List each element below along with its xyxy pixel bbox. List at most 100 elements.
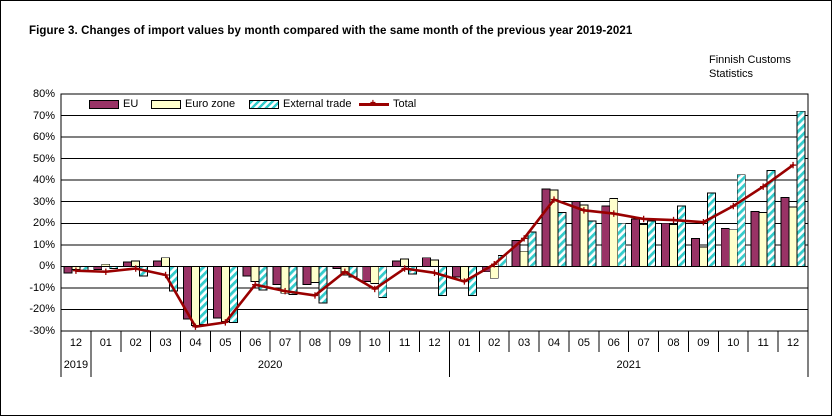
bar-eu <box>631 218 641 267</box>
legend-label-euro-zone: Euro zone <box>185 98 236 110</box>
figure-title: Figure 3. Changes of import values by mo… <box>29 25 633 37</box>
bar-eu <box>302 265 312 286</box>
bar-external-trade <box>766 170 776 267</box>
total-marker-icon: + <box>370 97 376 109</box>
x-axis-month-label: 08 <box>308 337 322 349</box>
bar-eu <box>392 260 402 267</box>
x-axis-month-label: 07 <box>637 337 650 349</box>
eu-swatch-icon <box>89 99 119 109</box>
x-axis-month-label: 05 <box>577 337 591 349</box>
bar-external-trade <box>258 265 268 291</box>
y-axis-label: 60% <box>32 131 55 144</box>
legend-item-euro-zone: Euro zone <box>151 97 235 111</box>
x-axis-month-label: 09 <box>338 337 351 349</box>
bar-euro-zone <box>489 265 499 279</box>
y-axis-label: 40% <box>32 174 55 187</box>
bar-euro-zone <box>669 223 678 267</box>
bar-external-trade <box>198 265 208 325</box>
plot-border <box>60 93 809 332</box>
bar-eu <box>123 261 133 267</box>
x-axis-month-label: 07 <box>278 337 292 349</box>
bar-external-trade <box>677 205 686 267</box>
x-axis-month-label: 11 <box>757 337 769 349</box>
y-axis-label: -20% <box>29 303 55 316</box>
bar-euro-zone <box>788 206 798 267</box>
x-axis-month-label: 01 <box>99 337 112 349</box>
bar-external-trade <box>736 174 746 267</box>
legend-item-eu: EU <box>89 97 138 111</box>
x-axis-month-label: 02 <box>488 337 501 349</box>
x-axis-month-label: 01 <box>458 337 471 349</box>
bar-eu <box>661 222 670 267</box>
bar-eu <box>750 210 760 267</box>
total-line-swatch-icon: + <box>359 98 389 109</box>
bar-external-trade <box>557 212 567 267</box>
x-axis-year-label: 2021 <box>616 359 641 371</box>
x-axis-month-label: 04 <box>189 337 202 349</box>
bar-external-trade <box>796 110 806 267</box>
bar-euro-zone <box>310 265 320 283</box>
legend-label-external-trade: External trade <box>283 98 352 110</box>
bar-eu <box>451 265 461 278</box>
bar-external-trade <box>467 265 477 296</box>
y-axis-label: -10% <box>29 281 55 294</box>
x-axis-month-label: 09 <box>697 337 710 349</box>
legend-item-external-trade: External trade <box>249 97 351 111</box>
y-axis-label: 0% <box>39 260 55 273</box>
bar-eu <box>422 257 431 267</box>
bar-euro-zone <box>370 265 380 285</box>
bar-eu <box>690 237 700 267</box>
bar-euro-zone <box>698 246 708 267</box>
x-axis-month-label: 08 <box>667 337 680 349</box>
bar-external-trade <box>109 265 119 269</box>
x-axis-year-label: 2019 <box>63 359 89 371</box>
y-axis-label: 20% <box>32 217 55 230</box>
bar-external-trade <box>288 265 298 295</box>
bar-external-trade <box>318 265 328 304</box>
y-axis-label: 70% <box>32 109 55 122</box>
source-line-1: Finnish Customs <box>709 54 791 66</box>
y-axis-label: 80% <box>32 88 55 100</box>
bar-external-trade <box>706 192 716 267</box>
external-trade-swatch-icon <box>249 99 279 109</box>
x-axis-month-label: 12 <box>69 337 83 349</box>
y-axis-label: 50% <box>32 152 55 165</box>
x-axis-year-label: 2020 <box>257 359 283 371</box>
bar-euro-zone <box>609 198 619 267</box>
bar-euro-zone <box>400 258 410 267</box>
bar-eu <box>153 260 162 267</box>
bar-euro-zone <box>758 212 768 267</box>
legend-item-total: + Total <box>359 97 416 111</box>
bar-euro-zone <box>430 259 439 267</box>
bar-euro-zone <box>161 257 170 267</box>
y-axis-label: 10% <box>32 238 55 251</box>
x-axis-month-label: 12 <box>428 337 441 349</box>
bar-external-trade <box>647 220 657 267</box>
bar-euro-zone <box>639 223 649 267</box>
bar-eu <box>780 196 790 267</box>
bar-external-trade <box>527 231 537 267</box>
bar-euro-zone <box>220 265 230 322</box>
euro-zone-swatch-icon <box>151 99 181 109</box>
source-attribution: Finnish Customs Statistics <box>709 53 791 81</box>
legend-label-eu: EU <box>123 98 139 110</box>
bar-eu <box>541 188 551 267</box>
bar-eu <box>571 201 581 267</box>
x-axis-month-label: 10 <box>368 337 381 349</box>
bar-eu <box>93 265 103 271</box>
bar-euro-zone <box>190 265 200 327</box>
x-axis-month-label: 02 <box>129 337 142 349</box>
bar-external-trade <box>587 220 597 267</box>
x-axis-month-label: 10 <box>727 337 740 349</box>
y-axis-label: 30% <box>32 195 55 208</box>
bar-eu <box>63 265 73 274</box>
bar-eu <box>272 265 282 286</box>
bar-eu <box>720 228 730 267</box>
x-axis-month-label: 05 <box>219 337 232 349</box>
y-axis-label: -30% <box>29 325 55 337</box>
source-line-2: Statistics <box>709 68 754 80</box>
bar-eu <box>212 265 222 319</box>
